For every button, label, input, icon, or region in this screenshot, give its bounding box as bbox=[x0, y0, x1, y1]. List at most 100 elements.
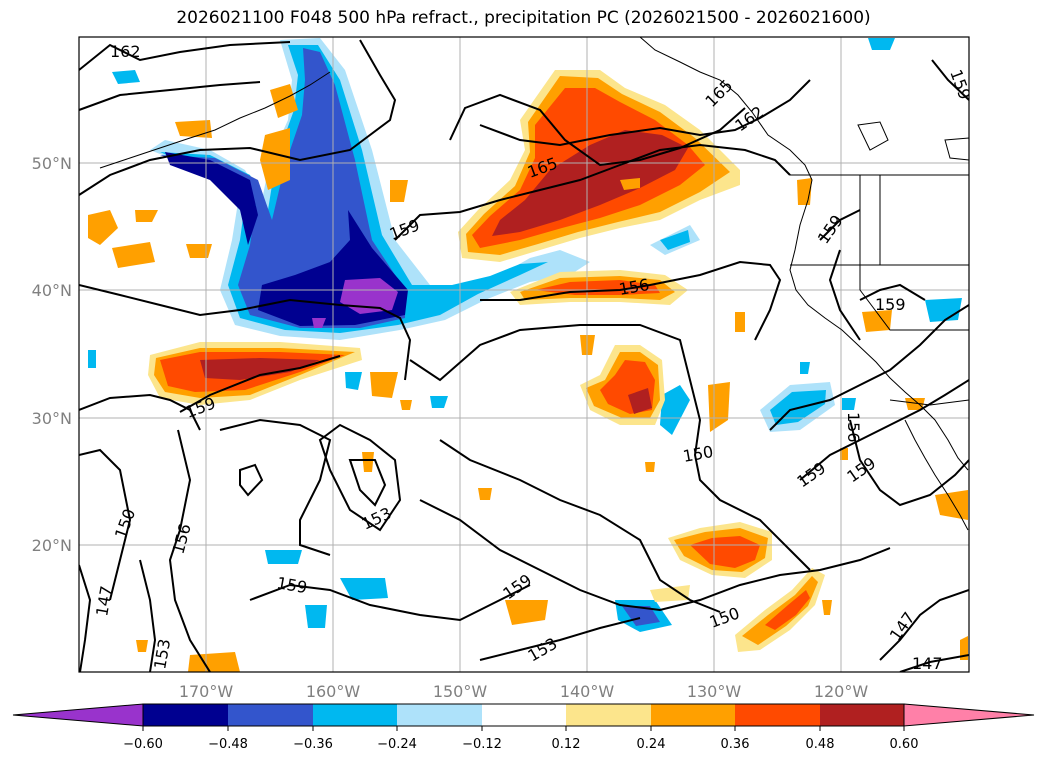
contour-159 bbox=[394, 143, 791, 241]
lon-label: 160°W bbox=[306, 682, 361, 701]
contour-label: 159 bbox=[946, 67, 974, 102]
colorbar-frame bbox=[142, 703, 905, 727]
neg-area-mid bbox=[868, 38, 895, 50]
graticule bbox=[79, 37, 969, 672]
pos-area-mid bbox=[645, 462, 655, 472]
contour-153 bbox=[419, 499, 891, 612]
contour-label: 153 bbox=[150, 637, 174, 670]
latitude-labels: 50°N 40°N 30°N 20°N bbox=[32, 154, 72, 555]
coastlines bbox=[99, 37, 969, 531]
neg-area-mid bbox=[345, 372, 362, 390]
contour-label: 162 bbox=[110, 42, 141, 61]
contour-153 bbox=[479, 617, 641, 661]
pos-area-dark bbox=[628, 388, 652, 414]
contour-162 bbox=[79, 41, 291, 71]
contour-label: 150 bbox=[111, 506, 139, 541]
island bbox=[944, 137, 969, 161]
lon-label: 120°W bbox=[814, 682, 869, 701]
neg-area-mid bbox=[660, 385, 690, 435]
contour-label: 162 bbox=[731, 102, 767, 135]
colorbar-tick: 0.12 bbox=[552, 737, 581, 752]
pos-area-mid bbox=[935, 490, 968, 520]
contour-153 bbox=[348, 459, 387, 507]
colorbar-segment bbox=[820, 704, 904, 726]
lon-label: 130°W bbox=[687, 682, 742, 701]
colorbar-tick: −0.48 bbox=[208, 737, 248, 752]
neg-area-mid bbox=[265, 550, 302, 564]
lat-label: 20°N bbox=[32, 536, 72, 555]
colorbar-segment bbox=[397, 704, 482, 726]
contour-147 bbox=[899, 654, 969, 672]
colorbar-extend-low bbox=[12, 703, 144, 727]
baja-coast bbox=[904, 419, 969, 531]
pos-area-strong bbox=[765, 590, 810, 630]
pos-area-mid bbox=[840, 448, 848, 460]
pos-area-mid bbox=[735, 312, 745, 332]
contour-162 bbox=[479, 79, 811, 147]
island bbox=[857, 121, 889, 151]
contour-153 bbox=[318, 423, 402, 532]
contour-162 bbox=[79, 81, 261, 111]
pos-area-mid bbox=[270, 84, 298, 118]
neg-area-mid bbox=[112, 70, 140, 84]
lat-label: 30°N bbox=[32, 409, 72, 428]
contour-150 bbox=[79, 448, 132, 601]
neg-area-mid bbox=[660, 230, 690, 250]
contour-label: 159 bbox=[275, 573, 308, 597]
neg-area-mid bbox=[340, 578, 388, 600]
colorbar-tick: −0.36 bbox=[293, 737, 333, 752]
contour-label: 156 bbox=[844, 412, 863, 443]
contour-153 bbox=[239, 463, 264, 497]
pos-area-mid bbox=[708, 382, 730, 432]
colorbar-segment bbox=[735, 704, 820, 726]
contour-156 bbox=[480, 260, 782, 341]
colorbar-segment bbox=[143, 704, 228, 726]
pos-area-strong bbox=[690, 536, 760, 568]
pos-area-mid bbox=[620, 178, 640, 190]
lat-label: 40°N bbox=[32, 281, 72, 300]
negative-anomaly-areas bbox=[88, 38, 962, 632]
pos-area-mid bbox=[400, 400, 412, 410]
neg-area-mid bbox=[925, 298, 962, 322]
pos-area-mid bbox=[362, 452, 374, 472]
contour-label: 159 bbox=[793, 458, 829, 491]
neg-area-strong bbox=[622, 606, 660, 626]
colorbar-tick: 0.48 bbox=[806, 737, 835, 752]
contour-159 bbox=[79, 39, 397, 196]
contour-159 bbox=[219, 418, 332, 556]
contour-147 bbox=[879, 589, 969, 661]
pos-area-mid bbox=[742, 576, 818, 645]
pos-area-light bbox=[650, 585, 690, 602]
pos-area-mid bbox=[905, 398, 925, 410]
contour-label: 150 bbox=[681, 442, 714, 466]
contour-label: 147 bbox=[886, 608, 919, 644]
contour-153 bbox=[79, 393, 201, 431]
pos-area-dark bbox=[200, 358, 320, 380]
colorbar-segment bbox=[228, 704, 313, 726]
pos-area-mid bbox=[112, 242, 155, 268]
neg-area-mid bbox=[430, 396, 448, 408]
colorbar-tick: −0.12 bbox=[462, 737, 502, 752]
lon-label: 150°W bbox=[433, 682, 488, 701]
pos-area-mid bbox=[136, 640, 148, 652]
neg-area-extreme bbox=[312, 318, 326, 328]
map-title: 2026021100 F048 500 hPa refract., precip… bbox=[176, 8, 871, 28]
colorbar-tick: −0.24 bbox=[377, 737, 417, 752]
contour-label: 147 bbox=[92, 584, 116, 617]
lon-label: 140°W bbox=[560, 682, 615, 701]
pos-area-mid bbox=[370, 372, 398, 398]
pos-area-mid bbox=[188, 652, 240, 672]
pos-area-mid bbox=[960, 636, 968, 660]
aleutian-islands bbox=[99, 71, 331, 169]
colorbar-tick: 0.60 bbox=[890, 737, 919, 752]
pos-area-mid bbox=[822, 600, 832, 615]
lon-label: 170°W bbox=[179, 682, 234, 701]
colorbar-extend-high bbox=[903, 703, 1035, 727]
colorbar-segment bbox=[651, 704, 735, 726]
contour-label: 150 bbox=[707, 603, 742, 631]
contour-153 bbox=[139, 559, 157, 672]
colorbar-segment bbox=[482, 704, 566, 726]
contour-159 bbox=[179, 355, 341, 413]
contour-165 bbox=[449, 93, 746, 167]
